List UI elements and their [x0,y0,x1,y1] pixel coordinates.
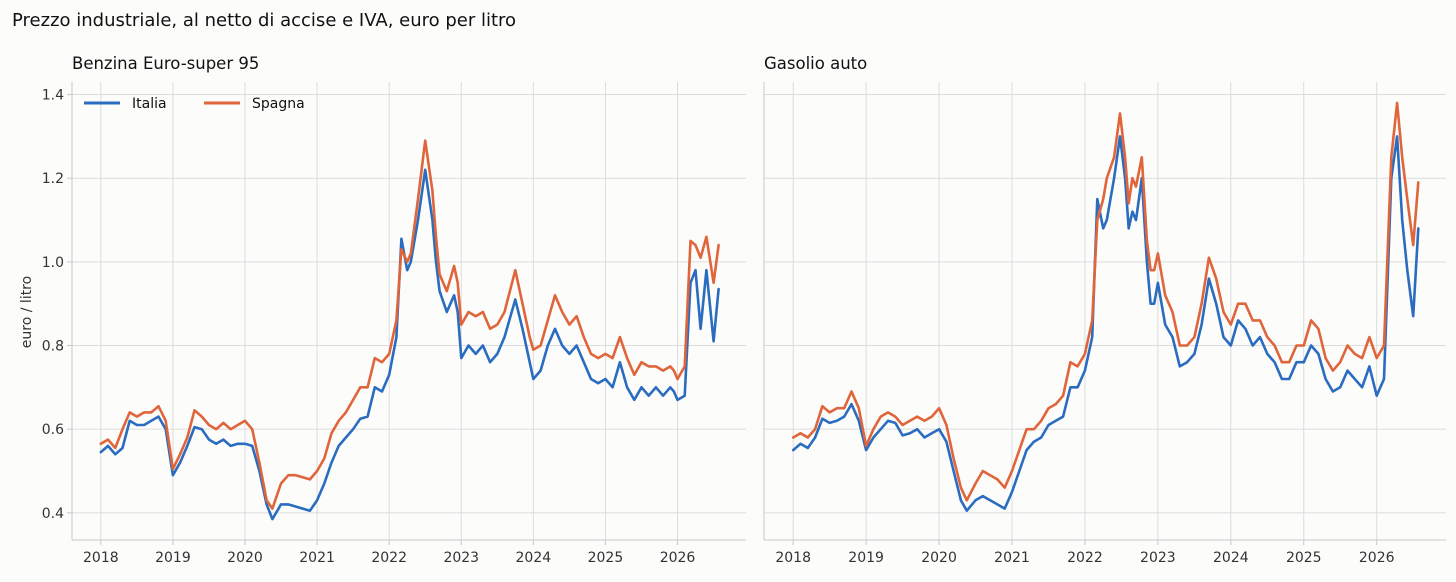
x-tick-label: 2021 [994,550,1030,566]
series-line-italia [99,168,720,521]
panel-title-gasolio: Gasolio auto [764,54,867,73]
y-axis-label: euro / litro [19,276,35,348]
x-tick-label: 2019 [155,550,191,566]
x-tick-label: 2023 [443,550,479,566]
legend-label-spagna: Spagna [252,96,305,112]
x-tick-label: 2020 [227,550,263,566]
x-tick-label: 2024 [1213,550,1249,566]
x-tick-label: 2025 [1286,550,1322,566]
x-tick-label: 2023 [1140,550,1176,566]
y-tick-label: 1.2 [42,171,64,187]
legend-label-italia: Italia [132,96,167,112]
series-line-spagna [99,139,720,510]
x-tick-label: 2026 [1359,550,1395,566]
x-tick-label: 2026 [660,550,696,566]
x-tick-label: 2025 [588,550,624,566]
y-tick-label: 0.4 [42,506,64,522]
panel-title-benzina: Benzina Euro-super 95 [72,54,259,73]
series-line-spagna [791,101,1420,502]
panel-benzina: Benzina Euro-super 95 2018 2019 2020 2021 20… [42,54,746,566]
legend: Italia Spagna [84,96,305,112]
x-tick-label: 2018 [83,550,119,566]
figure-title: Prezzo industriale, al netto di accise e… [12,10,516,31]
series-line-italia [791,135,1420,512]
x-tick-label: 2022 [1067,550,1103,566]
x-tick-label: 2024 [516,550,552,566]
panel-gasolio: Gasolio auto 2018 2019 2020 2021 2022 2023 202… [763,54,1446,566]
y-tick-label: 0.6 [42,422,64,438]
x-tick-label: 2018 [775,550,811,566]
y-tick-label: 1.4 [42,88,64,104]
x-tick-label: 2021 [299,550,335,566]
y-tick-label: 1.0 [42,255,64,271]
x-tick-label: 2019 [848,550,884,566]
x-tick-label: 2022 [371,550,407,566]
y-tick-label: 0.8 [42,339,64,355]
x-tick-label: 2020 [921,550,957,566]
